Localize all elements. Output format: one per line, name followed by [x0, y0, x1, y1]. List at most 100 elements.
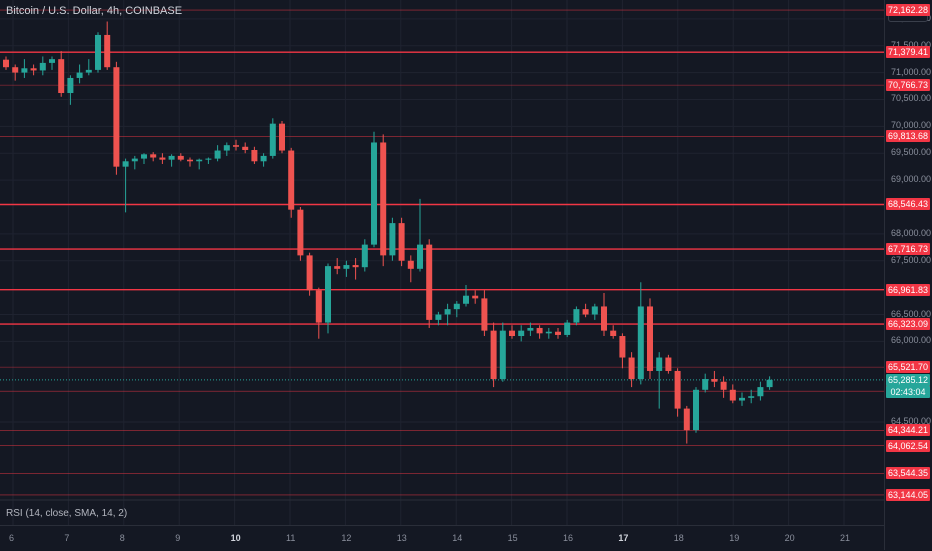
time-tick-label: 13	[396, 533, 407, 543]
level-price-tag: 64,344.21	[886, 424, 930, 437]
time-tick-label: 18	[673, 533, 684, 543]
level-price-tag: 65,521.70	[886, 361, 930, 374]
candle	[463, 284, 469, 307]
price-tick-label: 67,500.00	[891, 254, 932, 265]
level-price-tag: 64,062.54	[886, 439, 930, 452]
candle-body	[288, 150, 295, 210]
candle-body	[95, 34, 101, 70]
candle-body	[214, 150, 221, 159]
candle	[233, 139, 239, 151]
candle	[766, 376, 773, 390]
time-tick-label: 6	[9, 533, 15, 543]
candle-body	[113, 67, 120, 167]
price-tick-label: 69,000.00	[891, 174, 932, 185]
candle	[380, 134, 387, 267]
candle	[269, 118, 276, 159]
price-tick-label: 70,000.00	[891, 120, 932, 131]
candle	[711, 370, 718, 388]
candle	[177, 153, 184, 162]
candle	[729, 384, 736, 404]
candle-body	[656, 357, 663, 371]
candle-body	[269, 123, 276, 156]
candle-body	[426, 244, 433, 320]
time-axis[interactable]: 6 7 8 9 10 11 12 13 14 15 16 17 18 19 20 21	[0, 525, 884, 551]
candle-body	[435, 314, 442, 320]
candle	[95, 32, 101, 73]
candle-body	[168, 155, 175, 160]
candle-body	[748, 396, 755, 398]
candle	[150, 152, 157, 162]
level-price-tag: 68,546.43	[886, 198, 930, 211]
candle-body	[739, 397, 745, 401]
candle-body	[647, 306, 653, 371]
candle-body	[490, 330, 497, 380]
candle-body	[122, 161, 129, 167]
level-price-tag: 63,144.05	[886, 488, 930, 501]
candle	[122, 158, 129, 213]
candle-body	[150, 154, 157, 158]
candle	[472, 290, 479, 304]
candle	[509, 325, 515, 339]
candle-body	[499, 330, 506, 380]
candle-body	[628, 357, 635, 380]
candle	[610, 325, 617, 339]
candlestick-chart[interactable]	[0, 0, 884, 525]
candle-body	[251, 150, 258, 162]
candle	[49, 56, 55, 70]
candle-body	[187, 159, 193, 162]
candle	[85, 59, 92, 76]
candle	[196, 158, 203, 170]
candle	[279, 120, 285, 154]
candle	[674, 368, 681, 417]
candle-body	[260, 155, 267, 162]
time-tick-label: 8	[119, 533, 125, 543]
candle	[21, 59, 28, 78]
candle	[67, 75, 74, 105]
candle-body	[104, 34, 111, 68]
candle	[159, 153, 166, 164]
candle-body	[536, 327, 543, 334]
candle	[223, 142, 230, 156]
candle	[665, 354, 672, 374]
candle	[306, 252, 313, 296]
candle	[325, 263, 331, 334]
time-tick-label: 17	[618, 533, 629, 543]
price-axis[interactable]: 72,000.0071,500.0071,000.0070,500.0070,0…	[884, 0, 932, 550]
candle	[647, 298, 653, 380]
candle	[720, 376, 727, 398]
candle-body	[693, 389, 699, 431]
symbol-title: Bitcoin / U.S. Dollar, 4h, COINBASE	[6, 5, 183, 17]
candle	[361, 239, 368, 272]
price-tick-label: 71,500.00	[891, 39, 932, 50]
candle-body	[481, 298, 488, 331]
candle	[315, 287, 322, 339]
candle-body	[343, 265, 350, 269]
candle	[628, 352, 635, 388]
candle	[683, 405, 690, 444]
candle-body	[233, 145, 239, 147]
candle-body	[242, 146, 249, 150]
candle	[573, 306, 580, 326]
chart-area[interactable]	[0, 0, 884, 525]
price-tick-label: 68,000.00	[891, 227, 932, 238]
candle-body	[463, 295, 469, 304]
level-price-tag: 66,323.09	[886, 318, 930, 331]
bar-countdown-tag: 02:43:04	[886, 385, 930, 398]
candle-body	[21, 68, 28, 73]
candle	[76, 64, 83, 84]
candle-body	[711, 379, 718, 382]
candle-body	[30, 68, 37, 71]
time-tick-label: 21	[840, 533, 851, 543]
candle-body	[3, 59, 9, 68]
level-price-tag: 67,716.73	[886, 243, 930, 256]
candle-body	[637, 306, 644, 380]
candle	[398, 217, 405, 267]
candle-body	[398, 223, 405, 261]
rsi-indicator-label[interactable]: RSI (14, close, SMA, 14, 2)	[6, 508, 128, 519]
candle	[601, 293, 607, 337]
candle-body	[407, 260, 414, 269]
candle	[619, 333, 626, 369]
candle	[205, 157, 212, 164]
price-tick-label: 66,500.00	[891, 308, 932, 319]
candle	[214, 145, 221, 162]
